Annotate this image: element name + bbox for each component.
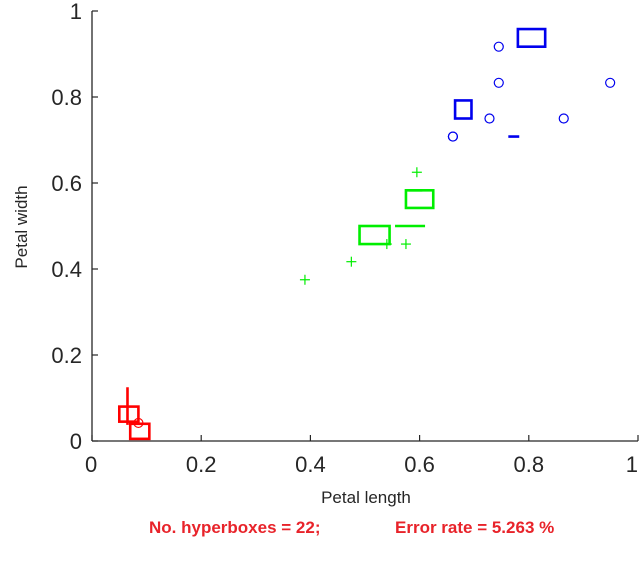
x-tick-label: 1 — [626, 452, 638, 477]
x-tick-label: 0.8 — [514, 452, 545, 477]
data-point — [447, 131, 459, 142]
x-tick-label: 0 — [85, 452, 97, 477]
data-point — [346, 256, 357, 267]
data-point — [484, 113, 495, 124]
hyperboxes — [118, 27, 547, 441]
hyperbox — [358, 224, 391, 246]
y-tick-label: 0.4 — [51, 257, 82, 282]
y-tick-label: 0 — [70, 429, 82, 454]
y-axis-label: Petal width — [12, 185, 31, 268]
x-tick-label: 0.4 — [295, 452, 326, 477]
axes — [91, 11, 638, 442]
annotation-error-rate: Error rate = 5.263 % — [395, 518, 554, 537]
data-point — [299, 274, 310, 285]
hyperbox — [516, 27, 547, 48]
data-point — [381, 239, 392, 250]
data-point — [605, 77, 616, 88]
data-points — [133, 41, 616, 429]
y-tick-label: 1 — [70, 0, 82, 24]
x-axis-label: Petal length — [321, 488, 411, 507]
y-tick-label: 0.8 — [51, 85, 82, 110]
y-ticks: 0 0.2 0.4 0.6 0.8 1 — [51, 0, 98, 454]
x-tick-label: 0.6 — [404, 452, 435, 477]
y-tick-label: 0.2 — [51, 343, 82, 368]
data-point — [558, 113, 569, 124]
annotation-hyperboxes: No. hyperboxes = 22; — [149, 518, 320, 537]
hyperbox — [128, 422, 151, 441]
hyperbox — [404, 189, 435, 210]
x-ticks: 0 0.2 0.4 0.6 0.8 1 — [85, 435, 639, 477]
data-point — [493, 77, 504, 88]
data-point — [493, 41, 504, 52]
hyperbox — [118, 405, 140, 423]
data-point — [411, 167, 422, 178]
y-tick-label: 0.6 — [51, 171, 82, 196]
hyperbox — [453, 99, 473, 120]
data-point — [400, 239, 411, 250]
x-tick-label: 0.2 — [186, 452, 217, 477]
data-point — [133, 417, 144, 429]
